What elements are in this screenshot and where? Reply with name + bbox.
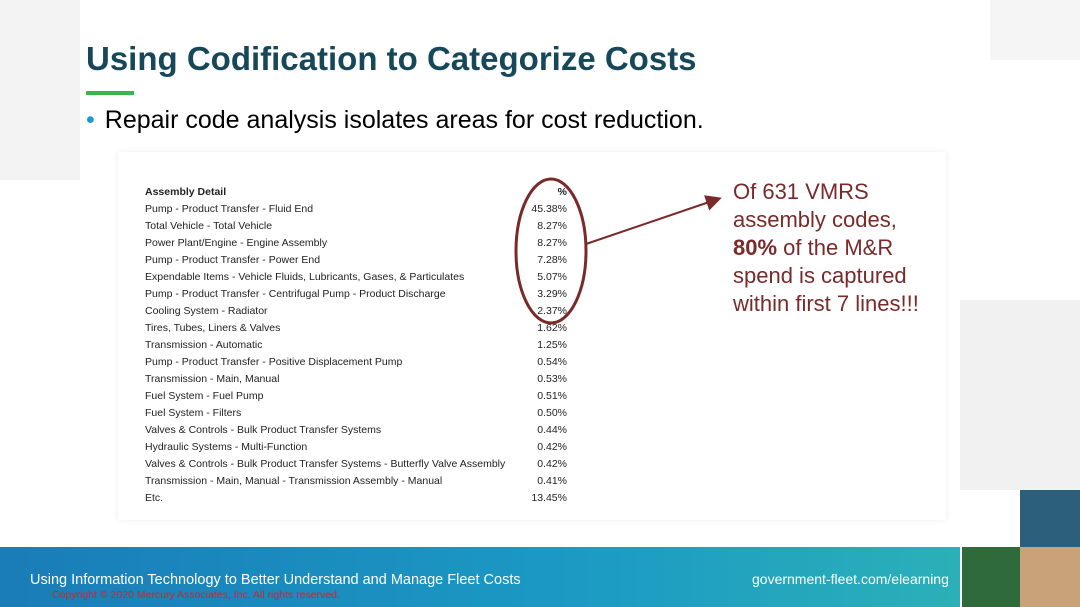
- label-cell: Fuel System - Filters: [145, 407, 242, 419]
- percent-cell: 0.54%: [537, 356, 567, 368]
- callout-bold: 80%: [733, 235, 778, 260]
- label-cell: Pump - Product Transfer - Fluid End: [145, 203, 314, 215]
- percent-cell: 0.53%: [537, 373, 567, 385]
- highlight-ellipse: [514, 177, 588, 325]
- bg-tile: [960, 300, 1080, 490]
- table-row: Pump - Product Transfer - Power End 7.28%: [145, 252, 567, 269]
- bg-tile: [0, 0, 80, 180]
- table-panel: [118, 152, 946, 520]
- table-row: Pump - Product Transfer - Positive Displ…: [145, 354, 567, 371]
- percent-cell: 8.27%: [537, 220, 567, 232]
- label-cell: Transmission - Automatic: [145, 339, 263, 351]
- label-cell: Pump - Product Transfer - Centrifugal Pu…: [145, 288, 446, 300]
- table-row: Cooling System - Radiator 2.37%: [145, 303, 567, 320]
- bg-tile: [990, 0, 1080, 60]
- label-cell: Cooling System - Radiator: [145, 305, 268, 317]
- footer-photo: [1020, 547, 1080, 607]
- table-row: Pump - Product Transfer - Centrifugal Pu…: [145, 286, 567, 303]
- table-row: Fuel System - Filters 0.50%: [145, 405, 567, 422]
- label-cell: Etc.: [145, 492, 164, 504]
- label-cell: Hydraulic Systems - Multi-Function: [145, 441, 308, 453]
- footer-url: government-fleet.com/elearning: [752, 571, 949, 587]
- table-row: Etc. 13.45%: [145, 490, 567, 507]
- table-row: Transmission - Main, Manual 0.53%: [145, 371, 567, 388]
- table-row: Tires, Tubes, Liners & Valves 1.62%: [145, 320, 567, 337]
- percent-cell: 13.45%: [531, 492, 567, 504]
- copyright: Copyright © 2020 Mercury Associates, Inc…: [52, 589, 340, 601]
- slide-title: Using Codification to Categorize Costs: [86, 40, 697, 77]
- percent-cell: 2.37%: [537, 305, 567, 317]
- percent-cell: 0.50%: [537, 407, 567, 419]
- label-cell: Valves & Controls - Bulk Product Transfe…: [145, 424, 382, 436]
- percent-cell: 7.28%: [537, 254, 567, 266]
- arrow: [585, 195, 722, 245]
- label-cell: Valves & Controls - Bulk Product Transfe…: [145, 458, 506, 470]
- label-cell: Power Plant/Engine - Engine Assembly: [145, 237, 328, 249]
- bullet: • Repair code analysis isolates areas for…: [86, 106, 704, 134]
- footer-photo: [1020, 490, 1080, 547]
- table-row: Power Plant/Engine - Engine Assembly 8.27…: [145, 235, 567, 252]
- label-cell: Pump - Product Transfer - Positive Displ…: [145, 356, 403, 368]
- label-cell: Expendable Items - Vehicle Fluids, Lubri…: [145, 271, 465, 283]
- header-cell: %: [557, 186, 567, 198]
- footer-title: Using Information Technology to Better U…: [30, 572, 521, 588]
- table-row: Transmission - Automatic 1.25%: [145, 337, 567, 354]
- bullet-text: Repair code analysis isolates areas for …: [104, 106, 704, 134]
- percent-cell: 0.51%: [537, 390, 567, 402]
- callout: Of 631 VMRS assembly codes, 80% of the M…: [733, 178, 943, 318]
- callout-text: Of 631 VMRS assembly codes,: [733, 179, 897, 232]
- callout-text: of the M&R spend is captured within firs…: [733, 235, 919, 316]
- footer-band: [0, 547, 960, 607]
- table-row: Valves & Controls - Bulk Product Transfe…: [145, 422, 567, 439]
- table: Assembly Detail% Pump - Product Transfer …: [145, 184, 567, 507]
- footer-photo: [962, 547, 1020, 607]
- table-row: Total Vehicle - Total Vehicle 8.27%: [145, 218, 567, 235]
- header-cell: Assembly Detail: [145, 186, 227, 198]
- percent-cell: 1.25%: [537, 339, 567, 351]
- label-cell: Transmission - Main, Manual - Transmissi…: [145, 475, 443, 487]
- percent-cell: 0.41%: [537, 475, 567, 487]
- table-header: Assembly Detail%: [145, 184, 567, 201]
- percent-cell: 0.44%: [537, 424, 567, 436]
- label-cell: Tires, Tubes, Liners & Valves: [145, 322, 281, 334]
- table-row: Fuel System - Fuel Pump 0.51%: [145, 388, 567, 405]
- table-row: Pump - Product Transfer - Fluid End 45.38…: [145, 201, 567, 218]
- table-row: Expendable Items - Vehicle Fluids, Lubri…: [145, 269, 567, 286]
- table-row: Transmission - Main, Manual - Transmissi…: [145, 473, 567, 490]
- table-row: Valves & Controls - Bulk Product Transfe…: [145, 456, 567, 473]
- percent-cell: 0.42%: [537, 458, 567, 470]
- label-cell: Total Vehicle - Total Vehicle: [145, 220, 273, 232]
- percent-cell: 5.07%: [537, 271, 567, 283]
- table-row: Hydraulic Systems - Multi-Function 0.42%: [145, 439, 567, 456]
- percent-cell: 8.27%: [537, 237, 567, 249]
- label-cell: Pump - Product Transfer - Power End: [145, 254, 321, 266]
- percent-cell: 45.38%: [531, 203, 567, 215]
- percent-cell: 3.29%: [537, 288, 567, 300]
- title-underline: [86, 91, 134, 95]
- percent-cell: 1.62%: [537, 322, 567, 334]
- percent-cell: 0.42%: [537, 441, 567, 453]
- label-cell: Fuel System - Fuel Pump: [145, 390, 264, 402]
- label-cell: Transmission - Main, Manual: [145, 373, 280, 385]
